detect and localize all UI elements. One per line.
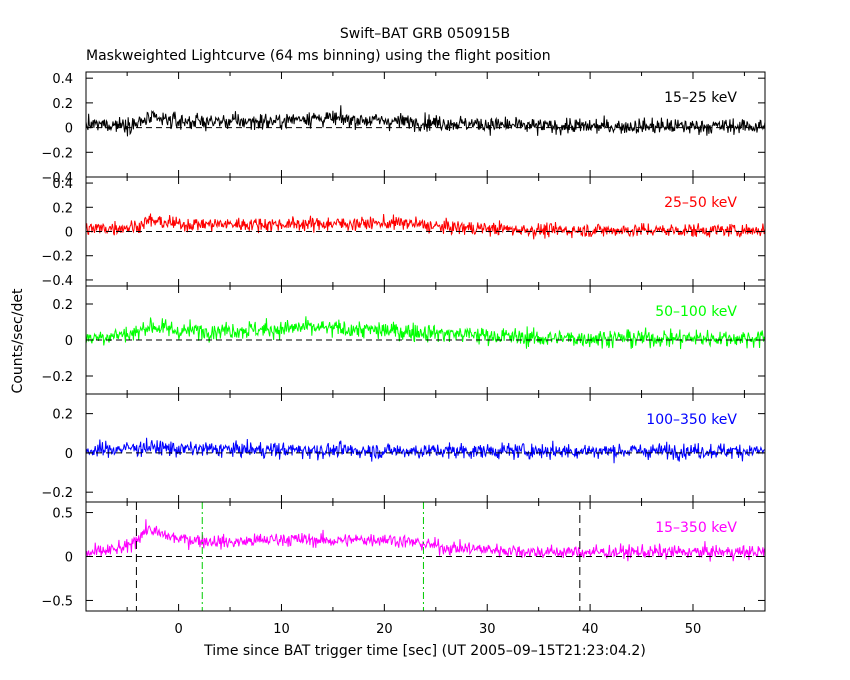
y-tick-label: 0 — [65, 551, 73, 566]
x-tick-label: 30 — [479, 622, 496, 637]
band-label: 50–100 keV — [655, 304, 737, 320]
lightcurve-series — [85, 316, 766, 350]
y-axis-title: Counts/sec/det — [10, 288, 26, 393]
y-tick-label: 0.2 — [52, 97, 73, 112]
y-tick-label: 0.4 — [52, 72, 73, 87]
y-tick-label: 0 — [65, 226, 73, 241]
panel-3: −0.2 0 0.2 50–100 keV — [41, 285, 766, 395]
panel-4: −0.2 0 0.2 100–350 keV — [41, 393, 766, 503]
x-tick-label: 20 — [376, 622, 393, 637]
y-tick-label: −0.2 — [41, 146, 73, 161]
y-tick-label: 0 — [65, 122, 73, 137]
figure-title: Swift–BAT GRB 050915B — [340, 26, 510, 42]
lightcurve-series — [85, 213, 766, 240]
panels-group: −0.4 −0.2 0 0.2 0.4 15–25 keV −0.4 −0.2 0 0.2 0.4 2… — [41, 71, 766, 637]
band-label: 15–350 keV — [655, 520, 737, 536]
y-tick-label: 0.2 — [52, 408, 73, 423]
y-tick-label: −0.2 — [41, 250, 73, 265]
figure-subtitle: Maskweighted Lightcurve (64 ms binning) … — [86, 48, 551, 64]
y-tick-label: −0.2 — [41, 370, 73, 385]
x-tick-label: 40 — [582, 622, 599, 637]
y-tick-label: 0.2 — [52, 201, 73, 216]
y-tick-label: 0 — [65, 447, 73, 462]
x-tick-label: 50 — [685, 622, 702, 637]
band-label: 25–50 keV — [664, 195, 737, 211]
y-tick-label: −0.5 — [41, 594, 73, 609]
panel-2: −0.4 −0.2 0 0.2 0.4 25–50 keV — [41, 176, 766, 289]
x-tick-label: 0 — [174, 622, 182, 637]
lightcurve-series — [85, 105, 766, 137]
y-tick-label: −0.4 — [41, 274, 73, 289]
y-tick-label: −0.2 — [41, 486, 73, 501]
band-label: 100–350 keV — [646, 412, 737, 428]
y-tick-label: 0.2 — [52, 298, 73, 313]
panel-5: −0.5 0 0.5 15–350 keV — [41, 501, 766, 612]
y-tick-label: 0.5 — [52, 507, 73, 522]
y-tick-label: 0 — [65, 334, 73, 349]
lightcurve-series — [85, 437, 765, 464]
band-label: 15–25 keV — [664, 90, 737, 106]
panel-1: −0.4 −0.2 0 0.2 0.4 15–25 keV — [41, 71, 766, 186]
x-axis-title: Time since BAT trigger time [sec] (UT 20… — [203, 643, 646, 659]
y-tick-label: 0.4 — [52, 177, 73, 192]
x-tick-label: 10 — [273, 622, 290, 637]
lightcurve-series — [85, 519, 766, 562]
y-tick-label: −0.4 — [41, 171, 73, 186]
